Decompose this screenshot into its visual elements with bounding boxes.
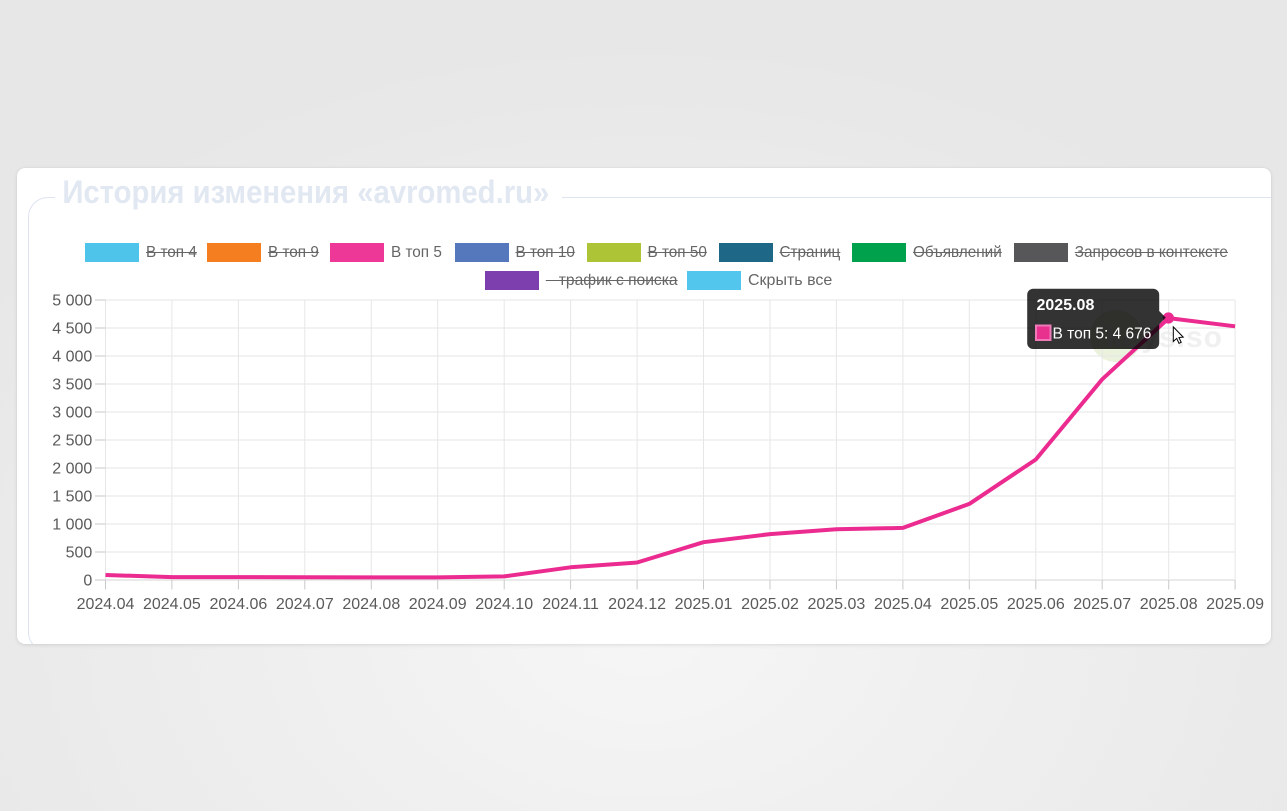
svg-text:2025.04: 2025.04 [874,596,932,613]
svg-text:2025.03: 2025.03 [807,596,865,613]
svg-text:2 500: 2 500 [52,433,92,450]
svg-text:2025.07: 2025.07 [1073,596,1131,613]
svg-text:1 500: 1 500 [52,489,92,506]
svg-text:0: 0 [83,573,92,590]
svg-text:4 000: 4 000 [52,349,92,366]
svg-text:2024.09: 2024.09 [409,596,467,613]
svg-text:2025.05: 2025.05 [940,596,998,613]
svg-text:500: 500 [66,545,93,562]
svg-text:2024.10: 2024.10 [475,596,533,613]
svg-text:2024.08: 2024.08 [342,596,400,613]
svg-text:2024.06: 2024.06 [209,596,267,613]
svg-text:2025.02: 2025.02 [741,596,799,613]
svg-text:В топ 5: 4 676: В топ 5: 4 676 [1053,326,1152,343]
svg-text:3 500: 3 500 [52,377,92,394]
svg-text:2025.01: 2025.01 [675,596,733,613]
svg-text:2024.12: 2024.12 [608,596,666,613]
svg-text:4 500: 4 500 [52,321,92,338]
svg-text:2024.07: 2024.07 [276,596,334,613]
svg-text:2024.11: 2024.11 [542,596,599,613]
svg-text:1 000: 1 000 [52,517,92,534]
svg-text:2024.04: 2024.04 [77,596,135,613]
svg-text:5 000: 5 000 [52,293,92,310]
svg-text:2025.09: 2025.09 [1206,596,1264,613]
svg-text:2024.05: 2024.05 [143,596,201,613]
svg-text:2025.06: 2025.06 [1007,596,1065,613]
svg-text:2025.08: 2025.08 [1037,297,1095,314]
svg-text:3 000: 3 000 [52,405,92,422]
svg-text:2 000: 2 000 [52,461,92,478]
svg-text:2025.08: 2025.08 [1140,596,1198,613]
